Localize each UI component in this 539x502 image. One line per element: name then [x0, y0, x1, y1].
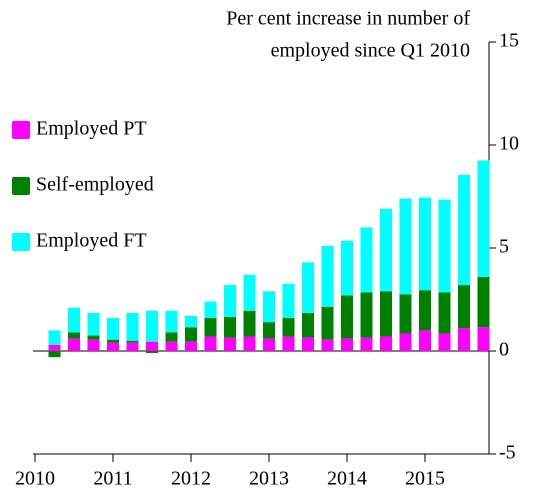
- bar-segment: [48, 344, 61, 351]
- bar-segment: [126, 340, 139, 343]
- legend-label: Self-employed: [36, 174, 154, 196]
- bar-segment: [146, 341, 158, 351]
- bar-segment: [185, 327, 197, 342]
- y-tick-label: 15: [499, 30, 519, 52]
- x-tick-label: 2015: [405, 468, 445, 490]
- bar-segment: [224, 337, 236, 351]
- bar-segment: [360, 227, 373, 293]
- bar-segment: [380, 291, 392, 337]
- bar-segment: [185, 341, 197, 351]
- bar-segment: [302, 337, 314, 351]
- bar-segment: [165, 332, 178, 342]
- bar-segment: [302, 262, 314, 313]
- bar-segment: [321, 306, 334, 340]
- legend-label: Employed PT: [36, 118, 147, 140]
- bar-segment: [282, 318, 295, 337]
- y-tick-label: 5: [499, 236, 509, 258]
- bar-segment: [224, 285, 236, 318]
- bar-segment: [87, 312, 100, 336]
- bar-segment: [68, 332, 80, 339]
- bar-segment: [302, 312, 314, 338]
- bar-segment: [204, 318, 217, 337]
- bar-segment: [263, 338, 275, 351]
- bar-segment: [68, 307, 80, 333]
- bar-segment: [477, 327, 490, 351]
- bar-segment: [204, 301, 217, 319]
- bar-segment: [341, 295, 353, 339]
- bar-segment: [419, 197, 431, 291]
- bar-segment: [146, 351, 158, 354]
- bar-segment: [107, 318, 119, 340]
- bar-segment: [341, 240, 353, 296]
- y-tick-label: 10: [499, 133, 519, 155]
- bar-segment: [263, 291, 275, 323]
- bar-segment: [263, 322, 275, 339]
- bar-segment: [68, 338, 80, 351]
- bar-segment: [243, 274, 256, 311]
- x-tick-label: 2010: [15, 468, 55, 490]
- bar-segment: [341, 338, 353, 351]
- bar-segment: [224, 317, 236, 338]
- legend-label: Employed FT: [36, 230, 147, 252]
- bar-segment: [399, 198, 412, 295]
- bar-segment: [165, 310, 178, 333]
- bar-segment: [380, 336, 392, 351]
- bar-segment: [321, 339, 334, 351]
- x-tick-label: 2014: [327, 468, 367, 490]
- bar-segment: [458, 174, 470, 286]
- bar-segment: [243, 310, 256, 337]
- bar-segment: [477, 276, 490, 328]
- x-tick-label: 2011: [93, 468, 132, 490]
- legend-swatch: [12, 233, 30, 251]
- bar-segment: [126, 312, 139, 341]
- bar-segment: [126, 342, 139, 351]
- x-tick-label: 2012: [171, 468, 211, 490]
- bar-segment: [204, 336, 217, 351]
- y-tick-label: 0: [499, 339, 509, 361]
- legend-swatch: [12, 121, 30, 139]
- bar-segment: [87, 335, 100, 340]
- bar-segment: [477, 160, 490, 277]
- bar-segment: [282, 336, 295, 351]
- bar-segment: [165, 341, 178, 351]
- legend-swatch: [12, 177, 30, 195]
- bar-segment: [458, 328, 470, 351]
- bar-segment: [438, 199, 451, 293]
- bar-segment: [438, 292, 451, 334]
- bar-segment: [48, 330, 61, 345]
- bar-segment: [107, 339, 119, 343]
- chart-title: Per cent increase in number of: [226, 8, 470, 30]
- x-tick-label: 2013: [249, 468, 289, 490]
- bar-segment: [458, 285, 470, 329]
- bar-segment: [107, 342, 119, 351]
- bar-segment: [399, 333, 412, 351]
- bar-segment: [282, 284, 295, 319]
- chart-title: employed since Q1 2010: [271, 40, 470, 62]
- bar-segment: [243, 336, 256, 351]
- bar-segment: [360, 292, 373, 338]
- bar-segment: [48, 351, 61, 358]
- bar-segment: [146, 310, 158, 342]
- bar-segment: [399, 294, 412, 334]
- bar-segment: [419, 290, 431, 331]
- bar-segment: [321, 245, 334, 307]
- bar-segment: [380, 208, 392, 292]
- y-tick-label: -5: [499, 442, 516, 464]
- bar-segment: [185, 315, 197, 328]
- bar-segment: [360, 337, 373, 351]
- bar-segment: [419, 330, 431, 351]
- bar-segment: [87, 339, 100, 351]
- bar-segment: [438, 333, 451, 351]
